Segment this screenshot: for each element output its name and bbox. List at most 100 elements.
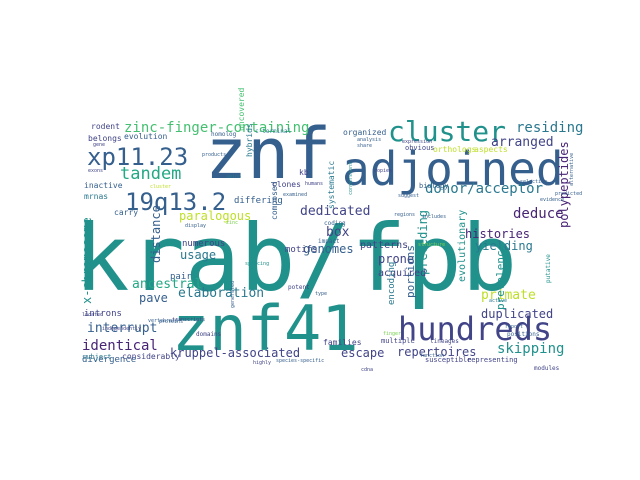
word-active: active (489, 298, 507, 304)
word-znf: znf (205, 113, 331, 195)
word-species-specific: species-specific (276, 358, 324, 364)
word-portions: portions (404, 245, 417, 298)
word-identical: identical (82, 338, 158, 354)
word-cluster: cluster (150, 184, 171, 190)
word-coding: coding (324, 220, 346, 227)
word-vertebrate: vertebrate (148, 318, 178, 324)
word-donor-acceptor: donor/acceptor (425, 181, 543, 197)
word-evidence: evidence (540, 197, 564, 203)
word-expression: expression (402, 139, 432, 145)
word-patterns: patterns (360, 240, 408, 251)
word-hundreds: hundreds (398, 310, 552, 348)
word-highly: highly (253, 360, 271, 366)
word-elaboration: elaboration (178, 286, 264, 301)
word-numerous: numerous (182, 239, 225, 249)
word-conversions: conversions (348, 162, 354, 195)
word-motifs: motifs (285, 245, 318, 255)
word-type: type (315, 291, 327, 297)
word-preceding: preceding (416, 210, 430, 275)
word-positions: positions (507, 331, 540, 338)
word-orthologs: orthologs (433, 145, 477, 154)
word-belongs: belongs (88, 134, 122, 143)
word-genomes: genomes (303, 242, 354, 256)
word-predicted: predicted (555, 191, 582, 197)
word-arranged: arranged (491, 135, 554, 150)
word-obvious: obvious (405, 144, 435, 152)
word-deduce: deduce (513, 206, 564, 222)
word-primate: primate (481, 288, 536, 303)
word-rodent: rodent (91, 122, 120, 131)
word-interrupt: interrupt (87, 321, 157, 336)
word-zinc-finger-containing: zinc-finger-containing (124, 120, 309, 136)
word-analysis: analysis (357, 137, 381, 143)
word-lineages: lineages (430, 338, 459, 345)
word-duplicated: duplicated (481, 307, 553, 321)
word-aspects: aspects (474, 145, 508, 154)
word-transcripts: transcripts (172, 317, 205, 323)
word-19q13-2: 19q13.2 (125, 188, 226, 216)
word-impact: impact (318, 238, 340, 245)
word-xp11-23: xp11.23 (87, 143, 188, 171)
word-divergence: divergence (82, 355, 136, 365)
word-box: box (326, 225, 350, 240)
word-hybrids: hybrids (245, 123, 254, 157)
word-potent: potent (288, 284, 310, 291)
word-evolutionary: evolutionary (457, 210, 468, 282)
word-inactive: inactive (84, 181, 123, 190)
word-uncovered: uncovered (237, 87, 246, 131)
word-generated: generated (230, 281, 236, 308)
word-finger: finger (383, 331, 401, 337)
word-subject: subject (82, 353, 112, 361)
word-clones: clones (272, 180, 301, 189)
word-skipping: skipping (497, 341, 564, 357)
word-modules: modules (534, 365, 560, 372)
word-kb: kb (299, 168, 309, 177)
word-report: report (505, 324, 523, 330)
word-amino: amino (226, 174, 241, 180)
word-krab-fpb: krab/fpb (74, 205, 517, 312)
word-representing: representing (467, 356, 518, 364)
word-x-chromosome: x-chromosome (80, 217, 94, 304)
word-znf41: znf41 (172, 292, 359, 365)
word-regions: regions (394, 212, 415, 218)
word-gene: gene (93, 142, 105, 148)
word-splicing: splicing (245, 261, 269, 267)
word-considerably: considerably (122, 352, 180, 361)
word-products: products (202, 152, 226, 158)
word-composed: composed (270, 181, 279, 220)
word-pave: pave (139, 291, 168, 305)
word-cdna: cdna (361, 367, 373, 373)
word-structure: structure (418, 242, 445, 248)
word-repertoires: repertoires (397, 345, 476, 359)
word-located: located (82, 312, 103, 318)
word-dedicated: dedicated (300, 204, 370, 219)
word-c-terminal: c-terminal (255, 128, 292, 135)
word-yielding: yielding (475, 239, 533, 253)
word-escape: escape (341, 346, 384, 360)
word-independently: independently (102, 326, 141, 332)
word-domains: domains (196, 331, 222, 338)
word-examined: examined (283, 192, 307, 198)
word-systematic: systematic (327, 161, 336, 209)
word-zinc: zinc (226, 220, 238, 226)
word-selection: selection (520, 179, 547, 185)
word-copies: copies (374, 168, 392, 174)
word-acquired: acquired (378, 268, 426, 279)
word-function: function (420, 353, 444, 359)
word-encoding: encoding (387, 262, 397, 305)
word-distance: distance (149, 205, 163, 263)
word-organized: organized (343, 128, 387, 137)
word-includes: includes (422, 214, 446, 220)
word-introns: introns (84, 309, 122, 319)
word-polypeptides: polypeptides (557, 141, 571, 228)
word-pair: pair (170, 272, 192, 282)
word-ancestral: ancestral (132, 277, 202, 292)
word-cluster: cluster (388, 115, 506, 148)
word-biology: biology (419, 182, 449, 190)
word-share: share (357, 143, 372, 149)
word-paralogous: paralogous (179, 209, 251, 223)
word-histories: histories (465, 227, 530, 241)
word-proteins: proteins (159, 319, 183, 325)
word-alternative: alternative (569, 153, 575, 186)
